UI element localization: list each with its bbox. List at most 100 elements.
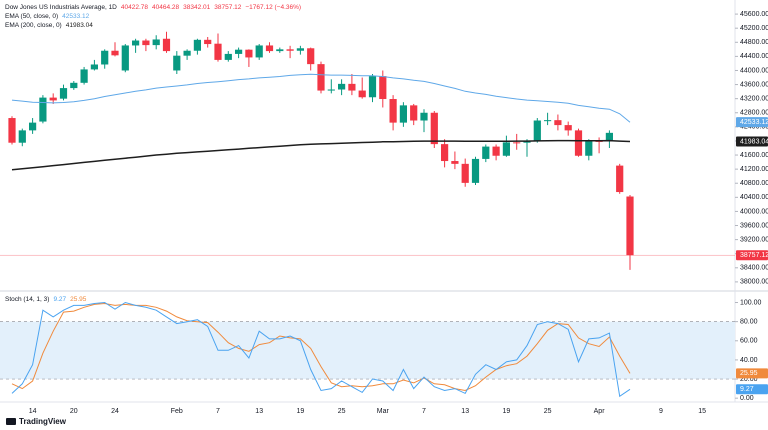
x-tick-label: 15 [698,408,706,415]
candle-body [39,97,47,122]
candle-body [296,48,304,51]
candle-body [533,120,541,142]
header-close: 38757.12 [214,4,242,11]
candle-body [317,64,325,91]
price-label-box [736,117,768,128]
y-tick-label: 44000.00 [740,67,768,74]
price-label-box [736,250,768,261]
candle-body [204,39,212,45]
y-tick-label: 80.00 [740,318,758,325]
candle-body [224,53,232,60]
candle-body [523,141,531,143]
candle-body [441,144,449,162]
header-legend: Dow Jones US Industrials Average, 1D 404… [5,4,301,11]
candle-body [29,122,37,131]
y-tick-label: 60.00 [740,338,758,345]
legend-label: EMA (200, close, 0) [5,22,62,29]
y-tick-label: 42800.00 [740,110,768,117]
candle-body [410,105,418,121]
candle-body [18,130,26,143]
logo [6,418,16,425]
stoch-band [0,321,735,380]
header-change: −1767.12 (−4.36%) [245,4,302,11]
candle-body [461,163,469,183]
candle-body [348,83,356,91]
candle-body [626,196,634,256]
y-tick-label: 43600.00 [740,81,768,88]
candle-body [255,45,263,58]
candle-body [286,49,294,51]
legend-label: EMA (50, close, 0) [5,13,59,20]
y-tick-label: 20.00 [740,376,758,383]
price-label-box [736,136,768,147]
candle-body [245,49,253,58]
brand-text: TradingView [19,417,66,426]
series-line [11,73,631,123]
candle-body [368,76,377,98]
candle-body [399,105,407,123]
candle-body [49,97,57,101]
candle-body [358,90,366,98]
x-tick-label: Mar [377,408,390,415]
header-low: 38342.01 [183,4,211,11]
candle-body [121,45,129,71]
candle-body [132,40,140,46]
y-tick-label: 44800.00 [740,39,768,46]
candle-body [574,130,583,156]
candle-body [482,146,490,159]
legend-value: 41983.04 [65,22,93,29]
candle-body [214,43,222,60]
candle-body [471,158,480,183]
x-tick-label: 7 [422,408,426,415]
y-tick-label: 0.00 [740,395,754,402]
y-tick-label: 40.00 [740,357,758,364]
legend-value: 9.27 [53,296,67,303]
ema200-legend: EMA (200, close, 0) 41983.04 [5,22,93,29]
candle-body [235,49,243,54]
candle-body [605,132,613,142]
x-tick-label: 25 [544,408,552,415]
y-tick-label: 100.00 [740,299,762,306]
y-tick-label: 44400.00 [740,53,768,60]
candle-body [8,118,16,143]
x-tick-label: 13 [461,408,469,415]
candle-body [420,112,428,121]
price-label: 9.27 [740,386,754,393]
candle-body [513,142,521,144]
x-tick-label: 19 [503,408,511,415]
candle-body [430,112,438,145]
y-tick-label: 45200.00 [740,25,768,32]
candle-body [193,39,201,51]
y-tick-label: 42400.00 [740,124,768,131]
candle-body [162,38,171,52]
chart-title: Dow Jones US Industrials Average, 1D [5,4,117,11]
candle-body [80,69,88,83]
price-label: 42533.12 [740,119,768,126]
candle-body [101,50,109,65]
candle-body [502,142,510,156]
x-tick-label: 7 [216,408,220,415]
legend-value: 25.95 [70,296,87,303]
ema50-legend: EMA (50, close, 0) 42533.12 [5,13,89,20]
candle-body [585,140,593,156]
stoch-legend: Stoch (14, 1, 3) 9.27 25.95 [5,296,86,303]
candle-body [276,49,284,52]
x-tick-label: 13 [255,408,263,415]
candle-body [451,161,459,164]
y-tick-label: 38400.00 [740,265,768,272]
candle-body [90,64,98,70]
header-high: 40464.28 [152,4,180,11]
x-tick-label: Apr [594,408,606,415]
y-tick-label: 38000.00 [740,279,768,286]
candle-body [59,88,68,99]
price-label: 41983.04 [740,138,768,145]
series-line [11,139,631,171]
price-label-box [736,368,768,379]
branding: TradingView [6,417,66,426]
price-label: 38757.12 [740,252,768,259]
candle-body [338,83,346,90]
y-tick-label: 41600.00 [740,152,768,159]
price-label-box [736,384,768,395]
x-tick-label: 14 [29,408,37,415]
candle-body [564,125,572,131]
